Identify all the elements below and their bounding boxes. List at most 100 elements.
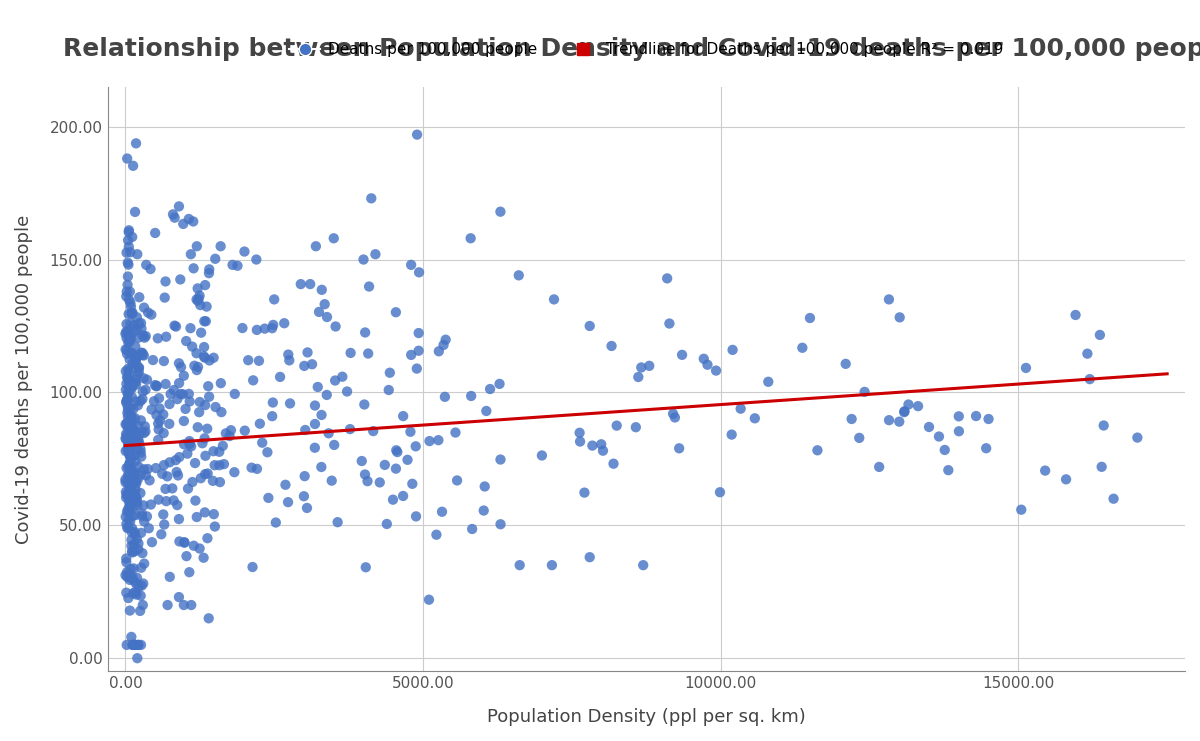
Point — [355, 399, 374, 411]
Point — [592, 439, 611, 451]
Point — [116, 556, 136, 568]
Point — [120, 450, 139, 462]
Point — [131, 605, 150, 617]
Point — [179, 388, 198, 400]
Point — [188, 361, 208, 373]
Point — [120, 335, 139, 347]
Point — [167, 466, 186, 478]
Point — [197, 301, 216, 313]
Point — [430, 345, 449, 357]
Point — [122, 511, 142, 522]
Point — [118, 395, 137, 407]
Point — [127, 499, 146, 511]
Point — [121, 488, 140, 500]
Point — [130, 366, 149, 378]
Point — [122, 411, 142, 422]
Point — [116, 344, 136, 356]
Point — [196, 468, 215, 480]
Point — [118, 153, 137, 165]
Point — [124, 539, 143, 551]
Point — [119, 363, 138, 375]
Point — [116, 587, 136, 599]
Point — [125, 469, 144, 481]
Point — [432, 506, 451, 518]
Point — [128, 420, 148, 432]
Point — [215, 458, 234, 470]
Point — [121, 443, 140, 455]
Point — [124, 348, 143, 360]
Point — [122, 412, 142, 424]
Point — [210, 459, 229, 471]
Point — [698, 359, 718, 370]
Point — [154, 427, 173, 439]
Point — [386, 306, 406, 318]
Point — [119, 259, 138, 270]
Point — [116, 491, 136, 503]
Point — [640, 360, 659, 372]
Point — [127, 477, 146, 489]
Point — [176, 335, 196, 347]
Point — [130, 581, 149, 593]
Point — [155, 292, 174, 304]
Point — [122, 308, 142, 320]
Point — [116, 247, 136, 259]
Point — [1094, 419, 1114, 431]
Point — [462, 523, 481, 535]
Point — [386, 445, 406, 456]
Point — [116, 395, 136, 407]
Point — [131, 469, 150, 481]
Point — [138, 307, 157, 319]
Point — [149, 424, 168, 436]
Point — [364, 425, 383, 437]
Point — [337, 385, 356, 397]
Point — [128, 399, 148, 411]
Point — [398, 454, 418, 466]
Point — [1036, 465, 1055, 476]
Point — [181, 440, 200, 452]
Point — [116, 419, 136, 431]
Point — [533, 450, 552, 462]
Point — [361, 193, 380, 205]
Point — [151, 528, 170, 540]
Point — [124, 377, 143, 389]
Point — [134, 463, 154, 475]
Point — [403, 478, 422, 490]
Point — [134, 516, 154, 528]
Point — [388, 446, 407, 458]
Point — [133, 599, 152, 611]
Point — [179, 213, 198, 225]
Point — [121, 631, 140, 643]
Point — [167, 321, 186, 333]
Point — [169, 201, 188, 213]
Point — [626, 422, 646, 433]
Point — [119, 234, 138, 246]
Point — [658, 273, 677, 285]
Point — [793, 342, 812, 353]
Point — [119, 334, 138, 346]
Point — [133, 385, 152, 397]
Point — [132, 347, 151, 359]
Point — [119, 491, 138, 503]
Point — [182, 476, 202, 488]
Point — [125, 526, 144, 538]
Point — [190, 293, 209, 305]
Point — [119, 592, 138, 604]
Point — [118, 344, 137, 356]
Point — [118, 286, 137, 298]
Point — [187, 364, 206, 376]
Point — [316, 299, 335, 310]
Point — [115, 473, 134, 485]
Point — [132, 451, 151, 462]
Point — [174, 370, 193, 382]
Point — [1012, 504, 1031, 516]
Point — [355, 327, 374, 339]
Point — [120, 516, 139, 528]
Point — [758, 376, 778, 388]
Point — [130, 362, 149, 373]
Point — [355, 468, 374, 480]
Point — [409, 267, 428, 279]
Point — [292, 278, 311, 290]
Point — [580, 320, 599, 332]
Point — [132, 322, 151, 334]
Point — [157, 495, 176, 507]
